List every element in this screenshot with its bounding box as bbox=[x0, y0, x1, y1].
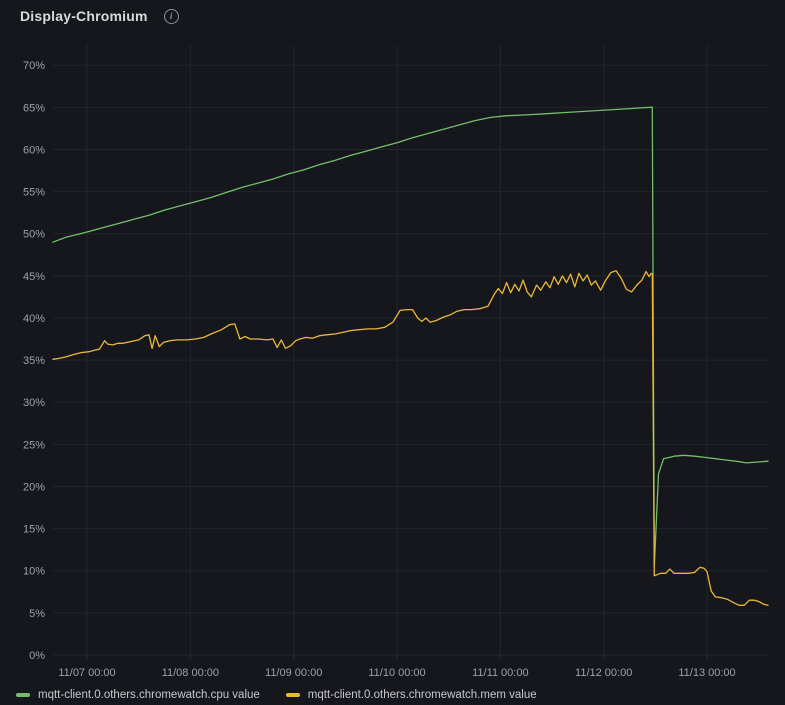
series-lines bbox=[52, 106, 769, 606]
y-axis-labels: 0% 5% 10% 15% 20% 25% 30% 35% 40% 45% 50% 55% 60% 65%… bbox=[23, 60, 45, 662]
legend-label[interactable]: mqtt-client.0.others.chromewatch.cpu val… bbox=[38, 689, 260, 701]
y-tick-label: 40% bbox=[23, 313, 45, 325]
y-tick-label: 50% bbox=[23, 229, 45, 241]
y-tick-label: 5% bbox=[29, 608, 45, 620]
panel-title[interactable]: Display-Chromium bbox=[20, 8, 148, 24]
legend-label[interactable]: mqtt-client.0.others.chromewatch.mem val… bbox=[307, 689, 537, 701]
y-tick-label: 55% bbox=[23, 187, 45, 199]
legend-swatch-icon bbox=[285, 693, 300, 697]
x-axis-labels: 11/07 00:00 11/08 00:00 11/09 00:00 11/10 0… bbox=[58, 667, 735, 679]
x-tick-label: 11/10 00:00 bbox=[368, 667, 425, 679]
series-line-cpu bbox=[52, 106, 769, 568]
y-tick-label: 45% bbox=[23, 271, 45, 283]
x-tick-label: 11/12 00:00 bbox=[575, 667, 632, 679]
y-tick-label: 70% bbox=[23, 60, 45, 72]
legend-item-mem[interactable]: mqtt-client.0.others.chromewatch.mem val… bbox=[285, 689, 537, 701]
x-tick-label: 11/11 00:00 bbox=[472, 667, 528, 679]
y-tick-label: 15% bbox=[23, 524, 45, 536]
y-tick-label: 25% bbox=[23, 439, 45, 451]
gridlines bbox=[53, 45, 768, 659]
y-tick-label: 20% bbox=[23, 481, 45, 493]
series-line-mem bbox=[52, 270, 769, 606]
x-tick-label: 11/08 00:00 bbox=[162, 667, 219, 679]
legend: mqtt-client.0.others.chromewatch.cpu val… bbox=[16, 689, 537, 701]
panel-header: Display-Chromium i bbox=[0, 0, 785, 32]
y-tick-label: 10% bbox=[23, 566, 45, 578]
y-tick-label: 35% bbox=[23, 355, 45, 367]
legend-swatch-icon bbox=[16, 693, 30, 697]
y-tick-label: 0% bbox=[29, 650, 45, 662]
x-tick-label: 11/13 00:00 bbox=[678, 667, 735, 679]
y-tick-label: 60% bbox=[23, 144, 45, 156]
info-icon[interactable]: i bbox=[163, 8, 179, 24]
x-tick-label: 11/07 00:00 bbox=[58, 667, 115, 679]
y-tick-label: 65% bbox=[23, 102, 45, 114]
x-tick-label: 11/09 00:00 bbox=[265, 667, 322, 679]
y-tick-label: 30% bbox=[23, 397, 45, 409]
legend-item-cpu[interactable]: mqtt-client.0.others.chromewatch.cpu val… bbox=[16, 689, 260, 701]
